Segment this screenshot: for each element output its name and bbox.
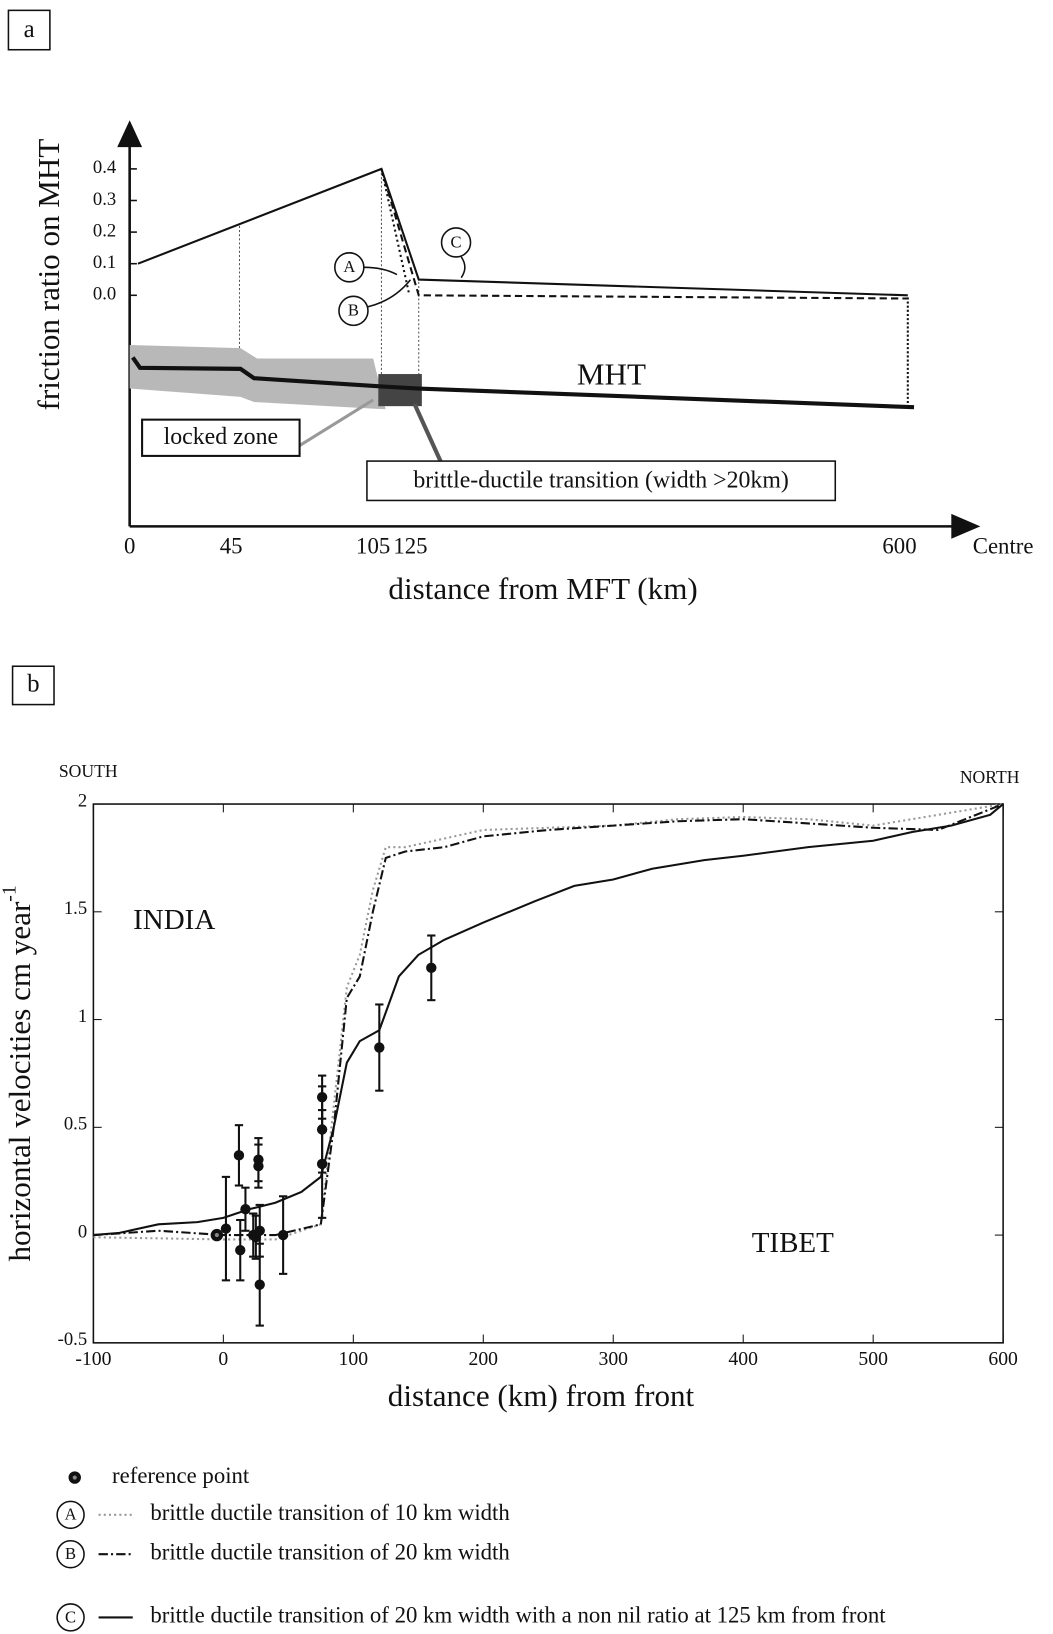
y-tick-label: 0.3	[93, 189, 116, 210]
panel-label: b	[27, 671, 39, 698]
data-point	[374, 1042, 385, 1053]
panel-label-box	[7, 9, 51, 51]
data-point	[254, 1279, 265, 1290]
x-tick-label: -100	[75, 1348, 111, 1370]
y-tick-label: 0	[78, 1221, 87, 1242]
x-arrow	[951, 513, 981, 539]
x-tick-label: 105	[356, 533, 390, 558]
data-point	[235, 1244, 246, 1256]
x-tick-label: 100	[339, 1348, 369, 1370]
data-point	[240, 1204, 251, 1215]
data-point	[254, 1225, 265, 1236]
y-arrow	[117, 120, 143, 148]
legend-key: B	[65, 1544, 76, 1563]
annotation: TIBET	[752, 1227, 834, 1259]
y-axis-title-text: horizontal velocities cm year	[2, 901, 37, 1261]
y-tick-label: 0.1	[93, 252, 116, 273]
callout-label: A	[343, 257, 355, 276]
y-tick-label: 0.2	[93, 220, 116, 241]
data-point	[253, 1160, 264, 1172]
y-tick-label: 0.5	[64, 1114, 87, 1135]
velocity-line	[93, 803, 1004, 1237]
callout-label: B	[348, 301, 359, 320]
annotation: SOUTH	[59, 761, 118, 781]
data-point	[233, 1150, 245, 1161]
y-tick-label: 0.4	[93, 157, 117, 178]
legend-key: A	[65, 1505, 77, 1524]
x-tick-label: 500	[858, 1348, 888, 1370]
x-tick-label: 600	[882, 533, 916, 558]
legend-key: C	[65, 1607, 76, 1626]
leader	[298, 398, 374, 447]
y-tick-label: -0.5	[58, 1329, 88, 1350]
y-axis-title: friction ratio on MHT	[31, 139, 66, 411]
x-axis-title: distance from MFT (km)	[388, 571, 697, 606]
y-axis-title-exponent: -1	[0, 885, 20, 901]
transition-box	[366, 460, 837, 502]
x-tick-label: 125	[393, 533, 427, 558]
reference-point-core	[214, 1233, 219, 1238]
x-tick-label: 45	[220, 533, 243, 558]
legend-label: brittle ductile transition of 20 km widt…	[150, 1603, 886, 1628]
velocity-line	[93, 803, 1004, 1241]
transition-label: brittle-ductile transition (width >20km)	[413, 467, 788, 493]
annotation: NORTH	[960, 767, 1020, 787]
x-tick-label: 600	[988, 1348, 1018, 1370]
x-tick-label: 400	[728, 1348, 758, 1370]
x-tick-label: 300	[598, 1348, 628, 1370]
data-point	[220, 1223, 232, 1234]
y-axis-title: horizontal velocities cm year-1	[0, 885, 37, 1261]
velocity-line	[93, 803, 1004, 1237]
panel-label-box	[11, 665, 55, 706]
data-point	[277, 1229, 289, 1241]
callouts	[334, 227, 472, 327]
callout-label: C	[451, 232, 462, 251]
friction-line	[380, 168, 908, 300]
data-point	[426, 962, 437, 974]
axis-end-label: Centre	[973, 533, 1034, 558]
legend-label: brittle ductile transition of 10 km widt…	[150, 1500, 510, 1525]
friction-line	[380, 168, 411, 296]
panel-label: a	[24, 16, 35, 43]
y-tick-label: 2	[78, 790, 87, 811]
legend-circles	[56, 1500, 85, 1632]
legend-label: brittle ductile transition of 20 km widt…	[150, 1539, 510, 1564]
x-tick-label: 0	[124, 533, 135, 558]
friction-line	[137, 167, 908, 297]
legend-symbol-core	[72, 1475, 77, 1480]
data-point	[316, 1158, 328, 1170]
y-tick-label: 0.0	[93, 284, 116, 305]
mht-line	[131, 356, 915, 410]
locked-box	[141, 418, 301, 457]
x-tick-label: 200	[469, 1348, 499, 1370]
x-tick-label: 0	[218, 1348, 228, 1370]
plot-frame	[92, 803, 1004, 1344]
locked-label: locked zone	[164, 424, 278, 450]
y-tick-label: 1.5	[64, 898, 87, 919]
leader	[412, 403, 443, 462]
legend-label: reference point	[112, 1463, 250, 1488]
annotation: INDIA	[133, 904, 215, 936]
x-axis-title: distance (km) from front	[388, 1378, 695, 1413]
y-tick-label: 1	[78, 1006, 87, 1027]
mht-label: MHT	[577, 356, 646, 391]
